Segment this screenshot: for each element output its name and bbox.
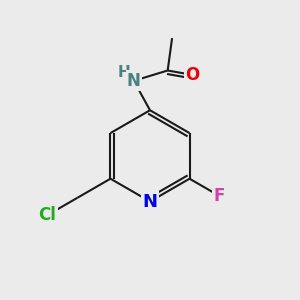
Text: N: N xyxy=(127,72,141,90)
Text: O: O xyxy=(186,66,200,84)
Text: N: N xyxy=(142,193,158,211)
Text: F: F xyxy=(213,187,224,205)
Text: Cl: Cl xyxy=(39,206,56,224)
Text: H: H xyxy=(118,65,131,80)
